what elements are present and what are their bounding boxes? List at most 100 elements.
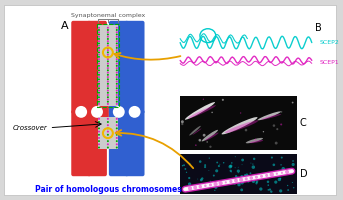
- Circle shape: [281, 111, 282, 113]
- Circle shape: [98, 96, 100, 98]
- Circle shape: [214, 186, 217, 189]
- Circle shape: [281, 172, 283, 174]
- Circle shape: [281, 157, 283, 159]
- Circle shape: [107, 31, 109, 33]
- Circle shape: [239, 178, 243, 182]
- Circle shape: [186, 172, 187, 173]
- Bar: [98, 25, 118, 106]
- Circle shape: [107, 92, 109, 94]
- Circle shape: [265, 174, 268, 177]
- Circle shape: [280, 123, 282, 125]
- FancyBboxPatch shape: [125, 21, 144, 114]
- Circle shape: [116, 83, 118, 85]
- Circle shape: [229, 180, 233, 183]
- Circle shape: [107, 60, 109, 62]
- Circle shape: [116, 72, 118, 74]
- Circle shape: [277, 178, 281, 181]
- Circle shape: [181, 120, 184, 123]
- Circle shape: [116, 92, 118, 94]
- Circle shape: [98, 38, 100, 40]
- Circle shape: [116, 143, 118, 145]
- Circle shape: [116, 31, 118, 33]
- Circle shape: [98, 33, 100, 35]
- Circle shape: [107, 96, 109, 98]
- Circle shape: [107, 51, 109, 53]
- Circle shape: [269, 188, 271, 191]
- Circle shape: [229, 165, 233, 168]
- Circle shape: [204, 164, 206, 166]
- Circle shape: [209, 157, 210, 159]
- Circle shape: [240, 188, 243, 191]
- Circle shape: [98, 140, 100, 142]
- Circle shape: [287, 185, 288, 186]
- Circle shape: [116, 74, 118, 76]
- Circle shape: [98, 58, 100, 60]
- Circle shape: [273, 124, 275, 127]
- Circle shape: [282, 167, 285, 170]
- Circle shape: [98, 134, 100, 136]
- Circle shape: [206, 141, 208, 143]
- Circle shape: [204, 185, 206, 187]
- Ellipse shape: [205, 133, 219, 141]
- Circle shape: [107, 118, 109, 120]
- Circle shape: [245, 129, 247, 131]
- Circle shape: [237, 169, 240, 173]
- Circle shape: [116, 134, 118, 136]
- Circle shape: [98, 83, 100, 85]
- FancyBboxPatch shape: [87, 110, 107, 176]
- Circle shape: [235, 175, 237, 177]
- Circle shape: [98, 65, 100, 67]
- Circle shape: [238, 172, 239, 173]
- Circle shape: [116, 127, 118, 129]
- Circle shape: [98, 87, 100, 89]
- Circle shape: [116, 96, 118, 98]
- Circle shape: [270, 172, 274, 177]
- Circle shape: [98, 47, 100, 49]
- Circle shape: [241, 159, 244, 161]
- Circle shape: [273, 164, 275, 166]
- Circle shape: [98, 49, 100, 51]
- Circle shape: [98, 131, 100, 133]
- Circle shape: [270, 190, 272, 193]
- Bar: [98, 117, 118, 149]
- Circle shape: [98, 69, 100, 71]
- Circle shape: [107, 29, 109, 31]
- Circle shape: [116, 58, 118, 60]
- Circle shape: [116, 69, 118, 71]
- FancyBboxPatch shape: [125, 110, 144, 176]
- Circle shape: [107, 58, 109, 60]
- Circle shape: [107, 87, 109, 89]
- Circle shape: [255, 176, 258, 179]
- Circle shape: [213, 175, 215, 177]
- Circle shape: [107, 140, 109, 142]
- Circle shape: [116, 103, 118, 105]
- Circle shape: [107, 127, 109, 129]
- Circle shape: [116, 76, 118, 78]
- Circle shape: [129, 106, 141, 118]
- Ellipse shape: [250, 140, 263, 143]
- Circle shape: [107, 124, 109, 126]
- Circle shape: [116, 51, 118, 53]
- Circle shape: [250, 172, 251, 174]
- Circle shape: [238, 167, 239, 168]
- Circle shape: [98, 40, 100, 42]
- Text: SCEP1: SCEP1: [320, 60, 339, 65]
- Text: B: B: [315, 23, 321, 33]
- Circle shape: [188, 177, 190, 179]
- Circle shape: [218, 181, 223, 185]
- Circle shape: [107, 69, 109, 71]
- Circle shape: [98, 103, 100, 105]
- Circle shape: [98, 90, 100, 91]
- Circle shape: [116, 29, 118, 31]
- Text: A: A: [61, 21, 69, 31]
- Circle shape: [91, 106, 103, 118]
- Text: C: C: [300, 118, 307, 128]
- Circle shape: [269, 173, 273, 176]
- Circle shape: [98, 63, 100, 65]
- Circle shape: [107, 103, 109, 105]
- Circle shape: [107, 36, 109, 38]
- Circle shape: [214, 190, 215, 191]
- Circle shape: [116, 60, 118, 62]
- Circle shape: [107, 143, 109, 145]
- Circle shape: [107, 94, 109, 96]
